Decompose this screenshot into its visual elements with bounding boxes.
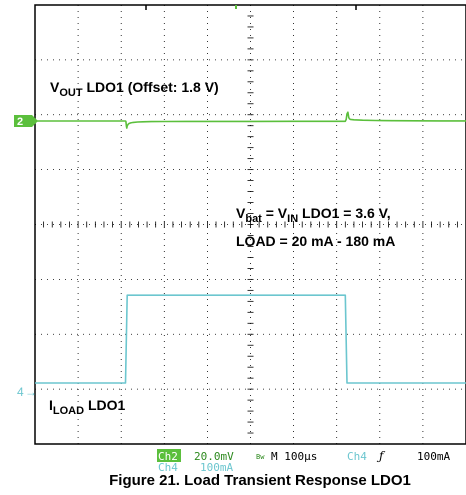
figure-caption: Figure 21. Load Transient Response LDO1 bbox=[109, 472, 411, 489]
ch4-marker: 4 → bbox=[17, 385, 37, 399]
ch2-marker-label: 2 bbox=[17, 116, 23, 128]
ch2-marker: 2 bbox=[14, 115, 38, 128]
annotation-line-1: Vbat = VIN LDO1 = 3.6 V, bbox=[236, 205, 391, 225]
ch2-scale: 20.0mV bbox=[194, 450, 234, 463]
ch2-badge: Ch2 bbox=[158, 450, 178, 463]
ch4-marker-label: 4 bbox=[17, 385, 24, 399]
traces bbox=[34, 111, 466, 384]
grid bbox=[34, 4, 466, 445]
trace-iload bbox=[35, 294, 466, 384]
trigger-source: Ch4 bbox=[347, 450, 367, 463]
ch2-badge-bg bbox=[157, 449, 181, 462]
vout-label: VOUT LDO1 (Offset: 1.8 V) bbox=[50, 79, 219, 99]
annotation-line-2: LOAD = 20 mA - 180 mA bbox=[236, 233, 395, 249]
trigger-level: 100mA bbox=[417, 450, 450, 463]
iload-label: ILOAD LDO1 bbox=[49, 397, 126, 417]
bandwidth-icon: Bw bbox=[256, 453, 265, 461]
timebase: M 100µs bbox=[271, 450, 317, 463]
status-bar: Ch2 20.0mV Bw M 100µs Ch4 ƒ 100mA Ch4 10… bbox=[157, 449, 450, 474]
trigger-slope-icon: ƒ bbox=[376, 449, 386, 463]
ch4-label: Ch4 bbox=[158, 461, 178, 474]
ch4-scale: 100mA bbox=[200, 461, 233, 474]
ch4-marker-arrow: → bbox=[25, 385, 37, 399]
